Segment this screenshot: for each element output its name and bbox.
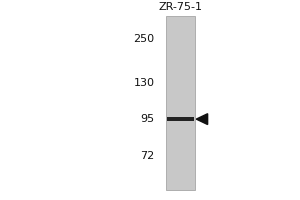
Polygon shape [196, 114, 208, 125]
Text: 72: 72 [140, 151, 154, 161]
Bar [167, 16, 195, 190]
Bar [167, 117, 194, 121]
Text: 250: 250 [134, 34, 154, 44]
Text: 130: 130 [134, 78, 154, 88]
Text: 95: 95 [140, 114, 154, 124]
Text: ZR-75-1: ZR-75-1 [159, 2, 203, 12]
